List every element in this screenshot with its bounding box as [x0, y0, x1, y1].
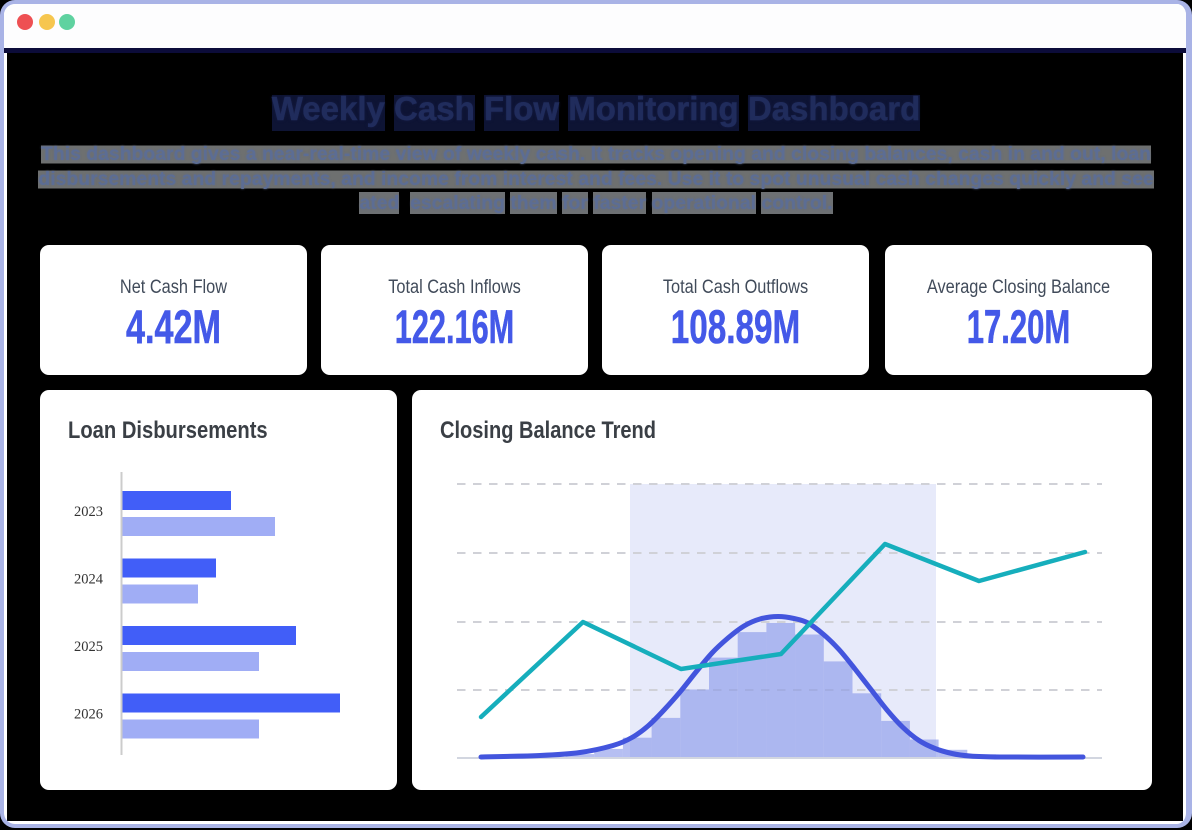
svg-text:2025: 2025	[74, 639, 103, 655]
svg-text:2024: 2024	[74, 571, 104, 587]
svg-text:2023: 2023	[74, 504, 103, 520]
svg-text:2026: 2026	[74, 706, 103, 722]
